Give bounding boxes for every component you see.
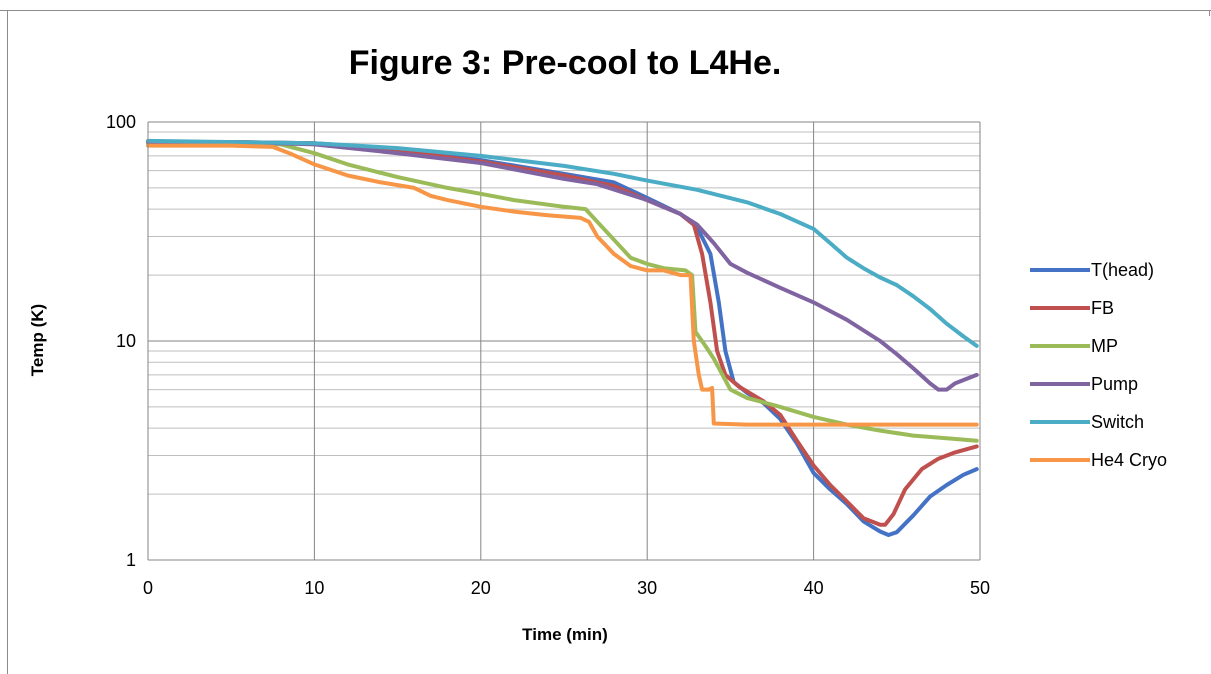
axes — [147, 122, 980, 561]
x-axis-ticks: 0 10 20 30 40 50 — [143, 578, 990, 598]
frame-left-border — [7, 10, 8, 674]
x-tick-label: 30 — [637, 578, 657, 598]
legend-label-mp: MP — [1091, 336, 1118, 356]
x-tick-label: 0 — [143, 578, 153, 598]
y-tick-label: 100 — [106, 112, 136, 132]
legend-label-t-head: T(head) — [1091, 260, 1154, 280]
series-line-mp — [146, 141, 979, 443]
legend-label-pump: Pump — [1091, 374, 1138, 394]
series-line-he4-cryo — [146, 143, 979, 427]
frame-right-border — [1209, 10, 1210, 16]
y-axis-title: Temp (K) — [28, 304, 47, 376]
legend-label-fb: FB — [1091, 298, 1114, 318]
legend: T(head) FB MP Pump Switch He4 Cryo — [1030, 260, 1167, 470]
x-tick-label: 20 — [471, 578, 491, 598]
y-axis-ticks: 1 10 100 — [106, 112, 136, 570]
chart-title: Figure 3: Pre-cool to L4He. — [349, 44, 782, 82]
frame-top-border — [0, 10, 1211, 11]
grid-lines — [147, 121, 981, 561]
series-line-t-head — [146, 140, 979, 537]
x-tick-label: 40 — [804, 578, 824, 598]
y-tick-label: 1 — [126, 550, 136, 570]
series-lines — [146, 138, 979, 537]
y-tick-label: 10 — [116, 331, 136, 351]
x-tick-label: 50 — [970, 578, 990, 598]
series-line-fb — [146, 140, 979, 527]
x-tick-label: 10 — [304, 578, 324, 598]
series-line-switch — [146, 138, 979, 348]
series-line-pump — [146, 140, 979, 392]
legend-label-he4-cryo: He4 Cryo — [1091, 450, 1167, 470]
x-axis-title: Time (min) — [522, 625, 608, 644]
legend-label-switch: Switch — [1091, 412, 1144, 432]
